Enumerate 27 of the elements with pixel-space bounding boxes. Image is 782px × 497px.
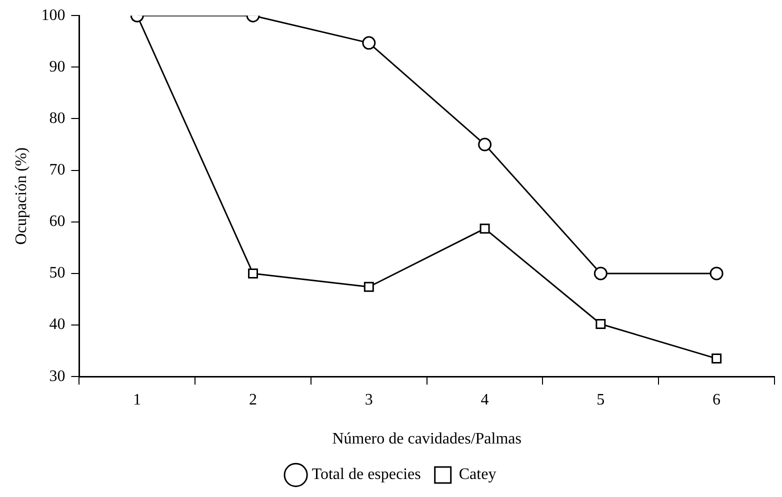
y-tick-label: 40 (49, 316, 66, 334)
x-tick-label: 6 (712, 391, 721, 408)
y-tick-label: 50 (49, 264, 66, 282)
point (710, 266, 724, 280)
point (478, 138, 492, 152)
x-tick-label: 2 (249, 391, 258, 408)
legend-label: Total de especies (312, 466, 421, 484)
y-tick-label: 90 (49, 58, 66, 76)
point (364, 282, 374, 292)
x-tick-label: 3 (364, 391, 373, 408)
y-tick-label: 100 (41, 6, 66, 24)
x-tick-label: 5 (596, 391, 605, 408)
y-axis-title: Ocupación (%) (12, 147, 30, 245)
y-tick-label: 70 (49, 162, 66, 179)
y-tick-label: 60 (49, 213, 66, 230)
legend-label: Catey (458, 466, 496, 484)
point (594, 266, 608, 280)
point (248, 268, 258, 278)
point (362, 36, 376, 50)
y-tick-label: 80 (49, 110, 66, 127)
point (596, 319, 606, 329)
y-tick-label: 30 (49, 368, 66, 385)
point (712, 354, 722, 364)
x-tick-label: 1 (133, 391, 142, 408)
x-tick-label: 4 (480, 391, 489, 408)
x-axis-title: Número de cavidades/Palmas (332, 430, 522, 448)
point (480, 224, 490, 234)
